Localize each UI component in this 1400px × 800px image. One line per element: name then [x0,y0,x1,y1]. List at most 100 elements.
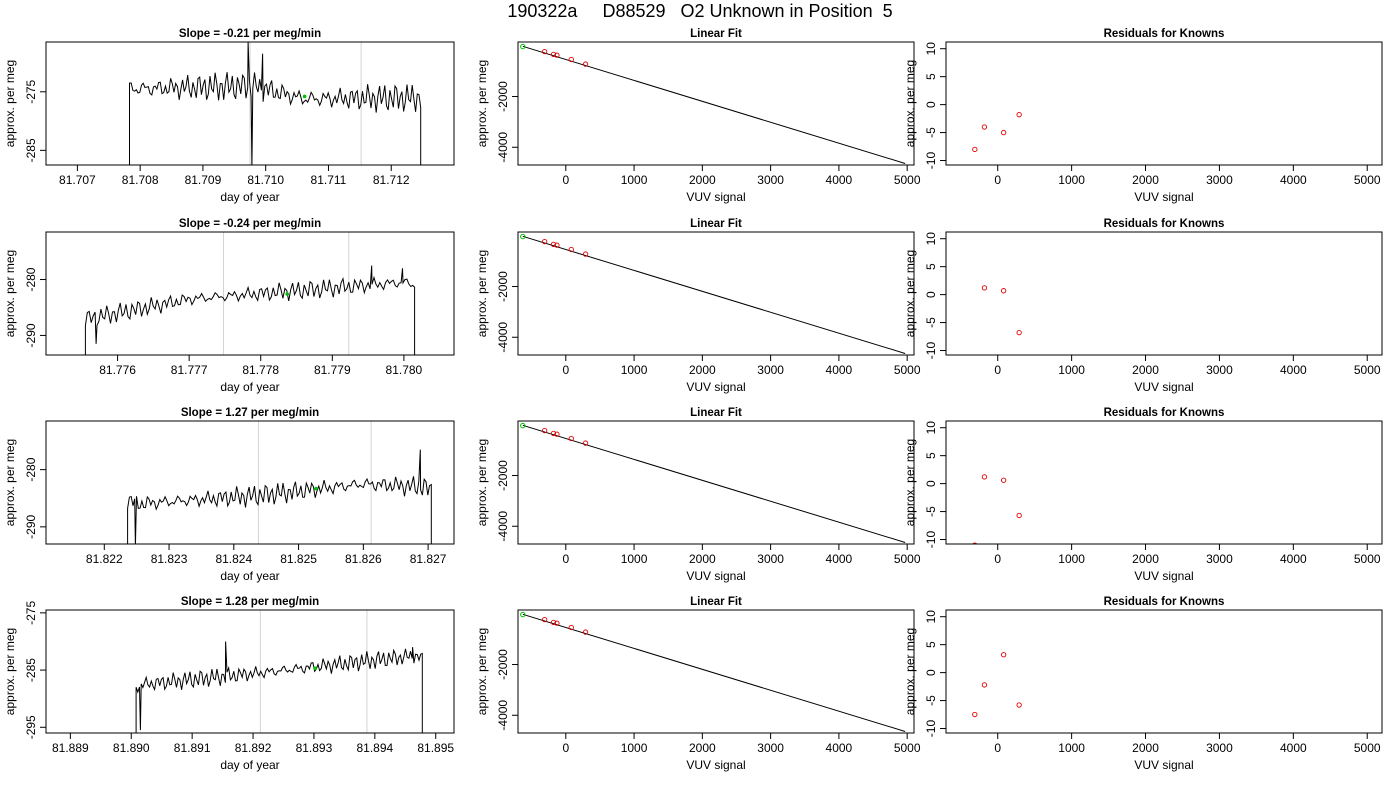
known-point [554,620,560,626]
plot-frame [45,420,455,545]
x-tick-label: 5000 [894,552,921,566]
y-tick-label: 10 [924,610,938,624]
plot-area [520,611,906,732]
unknown-marker [314,486,318,491]
unknown-marker [302,94,307,99]
panel-title: Slope = -0.24 per meg/min [179,218,321,230]
x-tick-label: 3000 [1206,741,1233,755]
x-tick-label: 81.780 [386,363,423,377]
plot-frame [45,41,455,166]
y-tick-label: -275 [24,79,38,103]
unknown-point [520,233,526,240]
panel-title: Linear Fit [690,28,742,40]
plot-frame [45,609,455,734]
y-tick-label: 10 [924,421,938,435]
plot-frame [945,420,1383,545]
plot-area [520,422,906,543]
plot-area [127,421,432,544]
known-point [981,285,988,291]
y-tick-label: 5 [924,452,938,459]
x-tick-label: 5000 [1354,173,1381,187]
x-tick-label: 1000 [621,741,648,755]
y-tick-label: 5 [924,73,938,80]
panel-title: Slope = 1.27 per meg/min [181,407,319,419]
y-axis-label: approx. per meg [475,250,489,337]
x-tick-label: 81.827 [410,552,447,566]
y-tick-label: -280 [24,267,38,291]
x-tick-label: 81.822 [86,552,123,566]
panel-title: Linear Fit [690,407,742,419]
y-axis-label: approx. per meg [3,60,17,147]
x-axis-label: VUV signal [686,569,745,583]
y-axis-label: approx. per meg [475,439,489,526]
known-point [972,542,978,544]
known-point [568,624,574,631]
x-tick-label: 81.895 [417,741,454,755]
x-tick-label: 5000 [1354,552,1381,566]
x-tick-label: 4000 [826,173,853,187]
panel-title: Slope = -0.21 per meg/min [179,28,321,40]
known-point [1016,702,1022,708]
y-tick-label: -10 [924,720,938,738]
x-axis-label: day of year [220,190,279,204]
x-tick-label: 81.707 [59,173,96,187]
y-tick-label: -4000 [496,700,510,731]
y-tick-label: -2000 [496,271,510,302]
x-tick-label: 4000 [826,363,853,377]
plot-area [972,474,1022,544]
panel-r1c3: Residuals for Knowns VUV signal approx. pe… [903,28,1383,204]
y-tick-label: 0 [924,101,938,108]
x-tick-label: 4000 [1280,741,1307,755]
known-point [1016,512,1022,519]
x-tick-label: 81.709 [185,173,222,187]
y-tick-label: -4000 [496,132,510,163]
y-tick-label: -10 [924,342,938,360]
x-axis-label: VUV signal [686,758,745,772]
x-tick-label: 81.711 [311,173,347,187]
known-point [1000,652,1007,658]
known-point [550,430,557,437]
known-point [972,146,978,152]
y-tick-label: -5 [924,317,938,328]
panel-r3c1: Slope = 1.27 per meg/min day of year appro… [3,407,455,583]
panel-r4c1: Slope = 1.28 per meg/min day of year appro… [3,596,455,772]
x-tick-label: 81.893 [296,741,333,755]
y-tick-label: -285 [24,658,38,682]
y-axis-label: approx. per meg [903,628,917,715]
x-axis-label: VUV signal [1134,569,1193,583]
y-tick-label: -280 [24,457,38,481]
x-tick-label: 81.778 [242,363,279,377]
x-tick-label: 1000 [621,173,648,187]
x-tick-label: 1000 [621,552,648,566]
y-tick-label: -4000 [496,322,510,353]
x-tick-label: 5000 [894,173,921,187]
x-tick-label: 81.776 [99,363,136,377]
y-tick-label: -285 [24,138,38,162]
y-tick-label: 0 [924,480,938,487]
panel-title: Residuals for Knowns [1104,218,1225,230]
known-point [582,440,589,446]
x-tick-label: 4000 [1280,552,1307,566]
x-tick-label: 3000 [1206,552,1233,566]
y-axis-label: approx. per meg [475,628,489,715]
plot-area [981,285,1022,336]
y-tick-label: -290 [24,515,38,539]
y-tick-label: -275 [24,601,38,625]
x-tick-label: 81.826 [345,552,382,566]
y-tick-label: -2000 [496,649,510,680]
known-point [1000,129,1007,136]
plot-area [135,610,423,733]
panel-title: Slope = 1.28 per meg/min [181,596,319,608]
y-axis-label: approx. per meg [903,250,917,337]
y-axis-label: approx. per meg [3,439,17,526]
plot-area [84,232,416,355]
fit-line [522,613,906,732]
x-tick-label: 1000 [621,363,648,377]
plot-area [972,652,1022,718]
signal-trace [84,265,416,355]
fit-line [522,424,906,543]
unknown-marker [285,292,290,296]
panel-r4c2: Linear Fit VUV signal approx. per meg 0 1000… [475,596,921,772]
x-axis-label: VUV signal [1134,380,1193,394]
